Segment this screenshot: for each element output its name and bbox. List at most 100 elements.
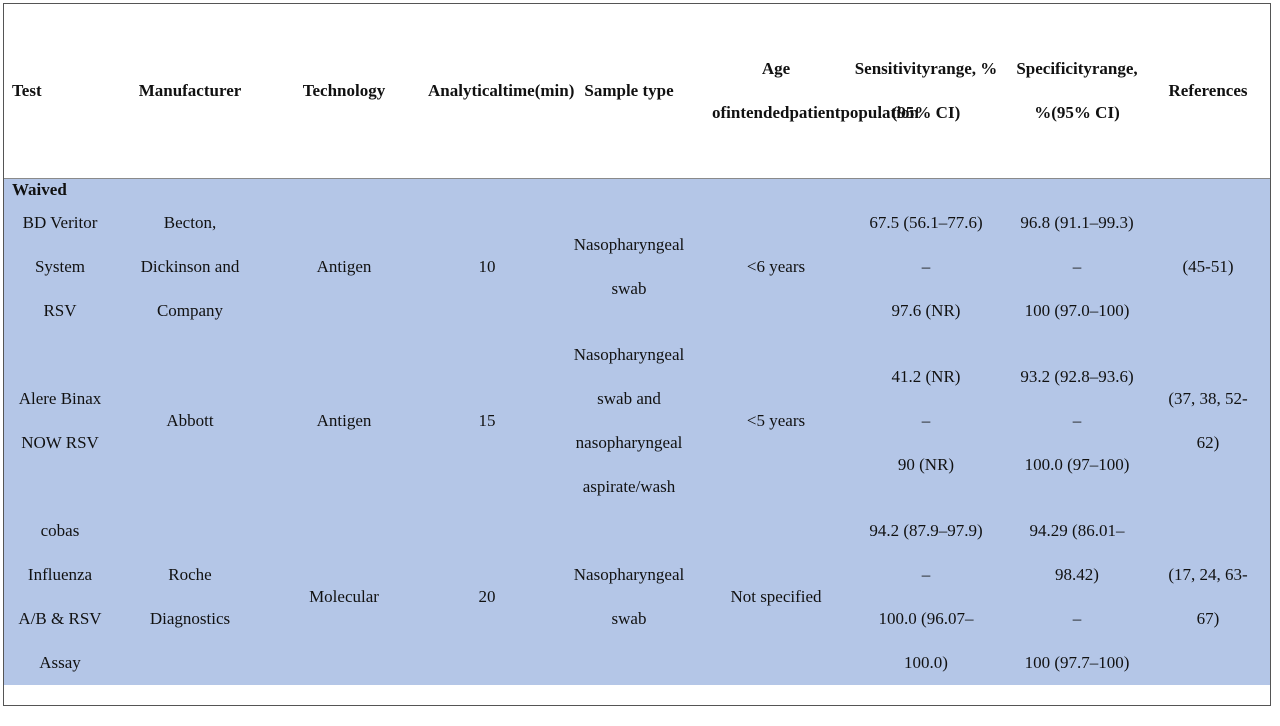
header-line: (95% CI): [891, 103, 961, 122]
cell-line: (37, 38, 52-: [1168, 389, 1248, 408]
header-line: range, %: [930, 59, 998, 78]
sensitivity-cell: 67.5 (56.1–77.6) – 97.6 (NR): [844, 201, 1008, 333]
age-cell: <5 years: [708, 333, 844, 509]
cell-line: 90 (NR): [897, 455, 955, 474]
technology-cell: Molecular: [264, 509, 424, 685]
header-cell: Technology: [264, 4, 424, 179]
group-row: Waived: [4, 178, 1270, 201]
header-line: References: [1168, 81, 1248, 100]
cell-line: 100.0 (97–100): [1024, 455, 1130, 474]
cell-line: 20: [478, 587, 496, 606]
cell-line: 100.0): [904, 653, 948, 672]
header-line: Manufacturer: [138, 81, 242, 100]
test-cell: BD Veritor System RSV: [4, 201, 116, 333]
table-frame: Test Manufacturer Technology Analyticalt…: [3, 3, 1271, 706]
header-line: Sensitivity: [854, 59, 931, 78]
references-cell: (17, 24, 63- 67): [1146, 509, 1270, 685]
cell-line: Nasopharyngeal: [573, 565, 685, 584]
cell-line: 98.42): [1055, 565, 1099, 584]
cell-line: Molecular: [309, 587, 379, 606]
header-cell: Specificityrange, %(95% CI): [1008, 4, 1146, 179]
cell-line: 67.5 (56.1–77.6): [869, 213, 983, 232]
references-cell: (37, 38, 52- 62): [1146, 333, 1270, 509]
sensitivity-cell: 41.2 (NR) – 90 (NR): [844, 333, 1008, 509]
manufacturer-cell: Becton, Dickinson and Company: [116, 201, 264, 333]
cell-line: Roche: [168, 565, 212, 584]
cell-line: –: [1072, 411, 1082, 430]
cell-line: Company: [156, 301, 224, 320]
cell-line: 97.6 (NR): [891, 301, 961, 320]
cell-line: BD Veritor: [22, 213, 98, 232]
cell-line: Influenza: [27, 565, 93, 584]
cell-line: 94.2 (87.9–97.9): [869, 521, 983, 540]
header-row: Test Manufacturer Technology Analyticalt…: [4, 4, 1270, 179]
cell-line: System: [34, 257, 86, 276]
time-cell: 15: [424, 333, 550, 509]
cell-line: 67): [1196, 609, 1220, 628]
cell-line: nasopharyngeal: [575, 433, 683, 452]
cell-line: 100.0 (96.07–: [878, 609, 974, 628]
manufacturer-cell: Roche Diagnostics: [116, 509, 264, 685]
cell-line: Becton,: [163, 213, 217, 232]
cell-line: Nasopharyngeal: [573, 345, 685, 364]
header-line: Specificity: [1016, 59, 1092, 78]
cell-line: 41.2 (NR): [891, 367, 961, 386]
cell-line: –: [921, 257, 931, 276]
test-cell: Alere Binax NOW RSV: [4, 333, 116, 509]
cell-line: –: [921, 411, 931, 430]
rsv-tests-table: Test Manufacturer Technology Analyticalt…: [4, 4, 1270, 685]
header-cell: Age ofintendedpatientpopulation: [708, 4, 919, 179]
cell-line: (45-51): [1182, 257, 1234, 276]
header-cell: References: [1146, 4, 1270, 179]
cell-line: 10: [478, 257, 496, 276]
cell-line: 96.8 (91.1–99.3): [1020, 213, 1134, 232]
header-line: Analytical: [428, 81, 503, 100]
cell-line: –: [1072, 609, 1082, 628]
header-cell: Test: [4, 4, 116, 179]
cell-line: 100 (97.0–100): [1024, 301, 1130, 320]
cell-line: swab: [611, 279, 647, 298]
cell-line: 15: [478, 411, 496, 430]
cell-line: Diagnostics: [149, 609, 231, 628]
header-line: Age of: [712, 59, 791, 122]
cell-line: aspirate/wash: [582, 477, 676, 496]
header-line: time: [502, 81, 535, 100]
cell-line: <6 years: [746, 257, 806, 276]
cell-line: 100 (97.7–100): [1024, 653, 1130, 672]
cell-line: Nasopharyngeal: [573, 235, 685, 254]
header-cell: Sensitivityrange, % (95% CI): [844, 4, 1008, 179]
header-line: range, %: [1034, 59, 1138, 122]
table-row: BD Veritor System RSV Becton, Dickinson and C…: [4, 201, 1270, 333]
cell-line: 94.29 (86.01–: [1029, 521, 1125, 540]
header-line: (95% CI): [1051, 103, 1120, 122]
cell-line: Antigen: [316, 411, 372, 430]
age-cell: <6 years: [708, 201, 844, 333]
specificity-cell: 96.8 (91.1–99.3) – 100 (97.0–100): [1008, 201, 1146, 333]
cell-line: NOW RSV: [21, 433, 99, 452]
cell-line: 62): [1196, 433, 1220, 452]
cell-line: –: [1072, 257, 1082, 276]
sample-cell: Nasopharyngeal swab: [550, 201, 708, 333]
sample-cell: Nasopharyngeal swab and nasopharyngeal aspi…: [550, 333, 708, 509]
references-cell: (45-51): [1146, 201, 1270, 333]
test-cell: cobas Influenza A/B & RSV Assay: [4, 509, 116, 685]
cell-line: Dickinson and: [140, 257, 240, 276]
table-row: Alere Binax NOW RSV Abbott Antigen 15 Nasopha…: [4, 333, 1270, 509]
cell-line: <5 years: [746, 411, 806, 430]
sample-cell: Nasopharyngeal swab: [550, 509, 708, 685]
age-cell: Not specified: [708, 509, 844, 685]
cell-line: A/B & RSV: [18, 609, 102, 628]
cell-line: swab: [611, 609, 647, 628]
sensitivity-cell: 94.2 (87.9–97.9) – 100.0 (96.07– 100.0): [844, 509, 1008, 685]
cell-line: 93.2 (92.8–93.6): [1020, 367, 1134, 386]
header-cell: Manufacturer: [116, 4, 264, 179]
cell-line: –: [921, 565, 931, 584]
manufacturer-cell: Abbott: [116, 333, 264, 509]
time-cell: 10: [424, 201, 550, 333]
technology-cell: Antigen: [264, 201, 424, 333]
table-row: cobas Influenza A/B & RSV Assay Roche Diagnos…: [4, 509, 1270, 685]
header-line: patient: [789, 103, 841, 122]
cell-line: Alere Binax: [18, 389, 102, 408]
cell-line: Abbott: [166, 411, 214, 430]
header-line: Sample type: [584, 81, 674, 100]
